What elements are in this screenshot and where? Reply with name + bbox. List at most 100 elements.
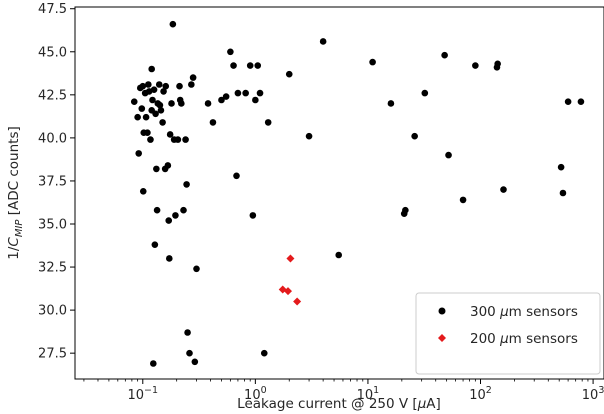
point-300um-sensor <box>169 20 177 28</box>
point-300um-sensor <box>149 96 156 104</box>
point-300um-sensor <box>249 212 257 219</box>
point-300um-sensor <box>246 62 254 69</box>
point-300um-sensor <box>577 98 585 106</box>
point-300um-sensor <box>445 151 452 159</box>
point-300um-sensor <box>411 132 418 140</box>
y-tick-label: 32.5 <box>38 261 67 276</box>
point-300um-sensor <box>176 82 183 90</box>
point-300um-sensor <box>153 165 160 173</box>
point-300um-sensor <box>564 98 572 106</box>
point-300um-sensor <box>165 255 173 262</box>
x-axis-label: Leakage current @ 250 V [μA] <box>237 396 441 412</box>
point-300um-sensor <box>138 105 146 112</box>
point-300um-sensor <box>260 349 268 357</box>
point-300um-sensor <box>155 81 163 88</box>
point-300um-sensor <box>500 186 507 193</box>
point-300um-sensor <box>149 360 157 367</box>
point-300um-sensor <box>387 100 395 107</box>
point-300um-sensor <box>156 101 164 109</box>
legend-marker-200um <box>438 334 446 342</box>
point-300um-sensor <box>174 136 182 143</box>
point-300um-sensor <box>189 74 197 81</box>
point-300um-sensor <box>178 100 185 107</box>
point-300um-sensor <box>242 89 249 97</box>
point-300um-sensor <box>402 206 409 214</box>
y-tick-label: 40.0 <box>38 131 67 146</box>
legend: 300 μm sensors 200 μm sensors <box>415 292 601 375</box>
point-300um-sensor <box>139 82 147 90</box>
y-tick-label: 47.5 <box>38 2 67 17</box>
point-300um-sensor <box>441 51 448 59</box>
point-300um-sensor <box>494 60 501 68</box>
x-tick-label: 103 <box>582 385 604 403</box>
point-300um-sensor <box>153 206 161 214</box>
point-300um-sensor <box>142 113 150 121</box>
point-300um-sensor <box>168 100 175 107</box>
point-300um-sensor <box>165 217 173 224</box>
point-300um-sensor <box>183 181 190 188</box>
point-300um-sensor <box>472 62 479 69</box>
point-300um-sensor <box>184 329 191 336</box>
point-300um-sensor <box>559 189 567 197</box>
point-300um-sensor <box>191 358 199 366</box>
point-300um-sensor <box>172 212 179 219</box>
point-300um-sensor <box>319 38 327 45</box>
point-300um-sensor <box>233 172 240 180</box>
point-300um-sensor <box>264 119 272 126</box>
y-tick-label: 42.5 <box>38 88 67 103</box>
point-300um-sensor <box>162 82 170 90</box>
point-300um-sensor <box>151 241 159 248</box>
point-300um-sensor <box>166 131 174 138</box>
point-300um-sensor <box>369 58 376 66</box>
x-tick-label: 101 <box>357 385 380 403</box>
point-300um-sensor <box>130 98 138 106</box>
x-axis-ticks: 10−1 100 101 102 103 <box>83 379 604 403</box>
point-300um-sensor <box>134 113 141 121</box>
point-300um-sensor <box>459 196 467 204</box>
point-300um-sensor <box>159 119 166 126</box>
point-300um-sensor <box>256 89 264 97</box>
point-300um-sensor <box>421 89 429 97</box>
point-200um-sensor <box>286 254 295 263</box>
point-300um-sensor <box>135 150 143 157</box>
point-300um-sensor <box>164 162 172 169</box>
point-300um-sensor <box>204 100 212 107</box>
y-axis-label: 1/CMIP [ADC counts] <box>6 126 25 259</box>
point-300um-sensor <box>230 62 237 69</box>
y-tick-label: 30.0 <box>38 304 67 319</box>
legend-marker-300um <box>438 307 446 315</box>
point-300um-sensor <box>152 110 159 118</box>
point-300um-sensor <box>145 81 152 88</box>
point-300um-sensor <box>193 265 200 273</box>
point-300um-sensor <box>144 129 151 137</box>
y-axis-ticks: 27.5 30.0 32.5 35.0 37.5 40.0 42.5 45.0 47.5 <box>38 2 75 362</box>
point-200um-sensor <box>293 297 302 306</box>
y-tick-label: 35.0 <box>38 218 67 233</box>
y-tick-label: 37.5 <box>38 174 67 189</box>
point-300um-sensor <box>139 187 147 195</box>
data-points <box>130 20 585 367</box>
y-tick-label: 27.5 <box>38 347 67 362</box>
x-tick-label: 100 <box>244 385 267 403</box>
point-300um-sensor <box>148 65 155 73</box>
legend-label-300um: 300 μm sensors <box>470 304 578 320</box>
point-300um-sensor <box>218 96 225 104</box>
point-300um-sensor <box>557 163 565 171</box>
legend-label-200um: 200 μm sensors <box>470 331 578 347</box>
x-tick-label: 102 <box>469 385 492 403</box>
point-300um-sensor <box>180 206 187 214</box>
point-300um-sensor <box>157 107 165 114</box>
point-300um-sensor <box>222 93 230 100</box>
x-tick-label: 10−1 <box>127 385 158 403</box>
point-300um-sensor <box>160 88 167 95</box>
y-tick-label: 45.0 <box>38 45 67 60</box>
point-300um-sensor <box>182 136 189 143</box>
point-300um-sensor <box>305 132 313 140</box>
point-300um-sensor <box>227 48 234 56</box>
point-300um-sensor <box>254 62 262 69</box>
point-300um-sensor <box>234 89 242 97</box>
point-300um-sensor <box>147 136 154 143</box>
point-300um-sensor <box>335 251 343 259</box>
point-300um-sensor <box>209 119 217 126</box>
